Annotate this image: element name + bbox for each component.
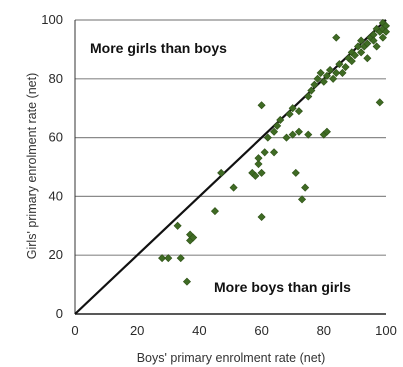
data-point: [319, 77, 328, 86]
y-tick-label-60: 60: [49, 130, 63, 145]
data-point: [291, 168, 300, 177]
equality-line: [74, 19, 387, 315]
data-point: [307, 86, 316, 95]
data-point: [347, 57, 356, 66]
data-point: [304, 130, 313, 139]
data-point: [363, 54, 372, 63]
tick-labels: 0 20 40 60 80 100 0 20 40 60 80 100: [41, 12, 397, 338]
data-point: [332, 68, 341, 77]
data-point: [378, 33, 387, 42]
data-point: [210, 207, 219, 216]
data-point: [298, 195, 307, 204]
data-point: [288, 104, 297, 113]
data-point: [263, 133, 272, 142]
x-tick-label-40: 40: [192, 323, 206, 338]
annotation-more-girls: More girls than boys: [90, 40, 227, 56]
data-point: [254, 154, 263, 163]
data-point: [357, 48, 366, 57]
x-tick-label-60: 60: [254, 323, 268, 338]
annotation-more-boys: More boys than girls: [214, 279, 351, 295]
y-tick-label-40: 40: [49, 188, 63, 203]
data-point: [357, 36, 366, 45]
y-tick-label-0: 0: [56, 306, 63, 321]
axes: [74, 20, 386, 315]
data-point: [251, 171, 260, 180]
data-point: [285, 110, 294, 119]
data-point: [276, 115, 285, 124]
data-point: [332, 33, 341, 42]
x-tick-label-100: 100: [375, 323, 397, 338]
x-tick-label-0: 0: [71, 323, 78, 338]
data-point: [341, 63, 350, 72]
data-point: [301, 183, 310, 192]
reference-line-group: [74, 19, 387, 315]
y-tick-label-20: 20: [49, 247, 63, 262]
y-tick-label-80: 80: [49, 71, 63, 86]
data-point: [363, 39, 372, 48]
data-point: [372, 42, 381, 51]
data-point: [257, 168, 266, 177]
data-point: [335, 60, 344, 69]
y-tick-label-100: 100: [41, 12, 63, 27]
data-point: [294, 127, 303, 136]
data-point: [322, 127, 331, 136]
data-point: [325, 65, 335, 75]
data-point: [350, 51, 359, 60]
data-point: [260, 148, 269, 157]
data-point: [273, 121, 282, 130]
data-point: [254, 160, 263, 169]
data-point: [164, 254, 173, 263]
data-point: [229, 183, 238, 192]
data-point: [310, 80, 319, 89]
data-point: [270, 148, 279, 157]
data-point: [173, 221, 182, 230]
data-point: [338, 68, 347, 77]
data-point: [304, 92, 313, 101]
x-axis-label: Boys' primary enrolment rate (net): [137, 351, 326, 365]
data-point: [257, 101, 266, 110]
data-point: [316, 68, 325, 77]
grid-lines: [75, 19, 386, 256]
data-point: [282, 133, 291, 142]
data-point: [288, 130, 297, 139]
data-point: [294, 107, 303, 116]
data-point: [369, 36, 378, 45]
x-tick-label-20: 20: [130, 323, 144, 338]
data-point: [375, 98, 384, 107]
data-point: [176, 254, 185, 263]
data-point: [189, 233, 198, 242]
data-point: [353, 42, 363, 51]
data-point: [217, 168, 226, 177]
data-point: [182, 277, 191, 286]
data-point: [257, 212, 266, 222]
data-point: [381, 27, 391, 36]
data-point: [270, 127, 279, 136]
data-point: [158, 254, 167, 263]
data-point: [322, 71, 331, 80]
data-point: [329, 74, 338, 83]
data-points: [158, 18, 391, 286]
data-point: [313, 74, 322, 83]
y-axis-label: Girls' primary enrolment rate (net): [25, 73, 39, 259]
x-tick-label-80: 80: [317, 323, 331, 338]
